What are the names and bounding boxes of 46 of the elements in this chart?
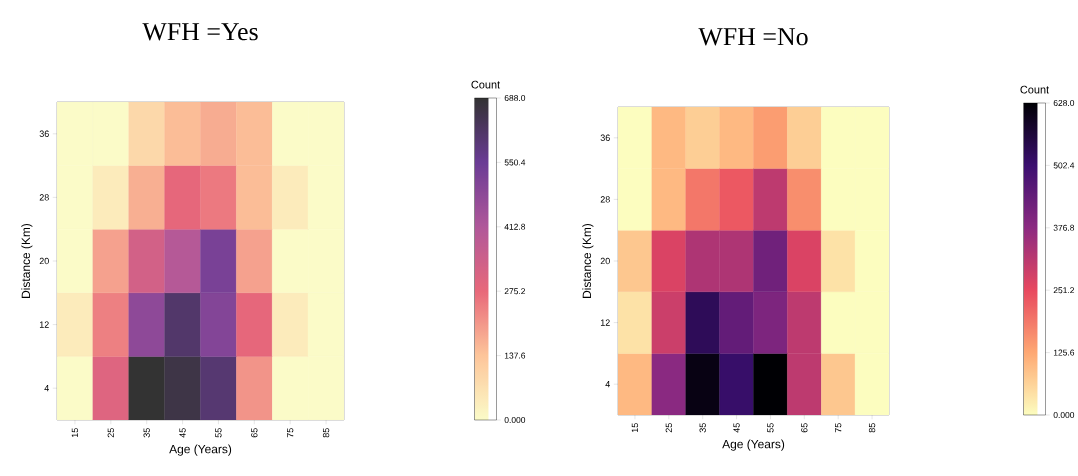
color-bar-label: 0.000 xyxy=(504,417,526,423)
y-tick-label: 36 xyxy=(600,134,610,141)
x-tick-label: 75 xyxy=(835,423,842,433)
color-bar-title: Count xyxy=(1020,85,1050,94)
x-tick-label: 35 xyxy=(699,423,706,433)
color-bar-label: 0.000 xyxy=(1053,412,1075,418)
y-axis-title: Distance (Km) xyxy=(21,223,33,298)
color-bar-label: 125.6 xyxy=(1053,349,1075,356)
color-bar-label: 550.4 xyxy=(504,159,526,166)
x-tick-label: 25 xyxy=(107,428,114,438)
y-tick-label: 12 xyxy=(600,319,610,326)
x-tick-label: 85 xyxy=(868,423,876,433)
color-bar-label: 628.0 xyxy=(1053,100,1075,106)
y-tick-label: 36 xyxy=(39,130,49,137)
x-tick-label: 45 xyxy=(179,428,186,438)
y-axis-title: Distance (Km) xyxy=(582,223,594,298)
color-bar-title: Count xyxy=(471,80,501,89)
x-tick-label: 75 xyxy=(287,428,294,438)
x-tick-label: 25 xyxy=(665,423,672,433)
y-tick-label: 20 xyxy=(39,257,49,265)
chart-title: WFH =Yes xyxy=(142,23,258,41)
y-tick-label: 4 xyxy=(605,381,610,388)
x-tick-label: 65 xyxy=(251,428,258,438)
color-bar-label: 275.2 xyxy=(504,288,526,295)
y-tick-label: 28 xyxy=(39,194,49,201)
x-axis-title: Age (Years) xyxy=(169,444,232,456)
x-tick-label: 55 xyxy=(215,428,222,438)
x-tick-label: 65 xyxy=(801,423,808,433)
x-tick-label: 55 xyxy=(767,423,774,433)
y-tick-label: 12 xyxy=(39,321,49,328)
color-bar-label: 251.2 xyxy=(1053,287,1075,294)
x-tick-label: 35 xyxy=(143,428,150,438)
x-tick-label: 15 xyxy=(71,428,79,438)
x-tick-label: 15 xyxy=(631,423,639,433)
color-bar-label: 412.8 xyxy=(504,223,526,230)
x-tick-label: 45 xyxy=(733,423,740,433)
color-bar-label: 502.4 xyxy=(1053,162,1075,169)
y-tick-label: 28 xyxy=(600,196,610,203)
x-axis-title: Age (Years) xyxy=(722,439,785,451)
y-tick-label: 4 xyxy=(44,385,49,392)
color-bar-label: 376.8 xyxy=(1053,224,1075,231)
y-tick-label: 20 xyxy=(600,257,610,265)
x-tick-label: 85 xyxy=(322,428,330,438)
chart-title: WFH =No xyxy=(698,28,808,46)
color-bar-label: 137.6 xyxy=(504,352,526,359)
color-bar-label: 688.0 xyxy=(504,95,526,101)
